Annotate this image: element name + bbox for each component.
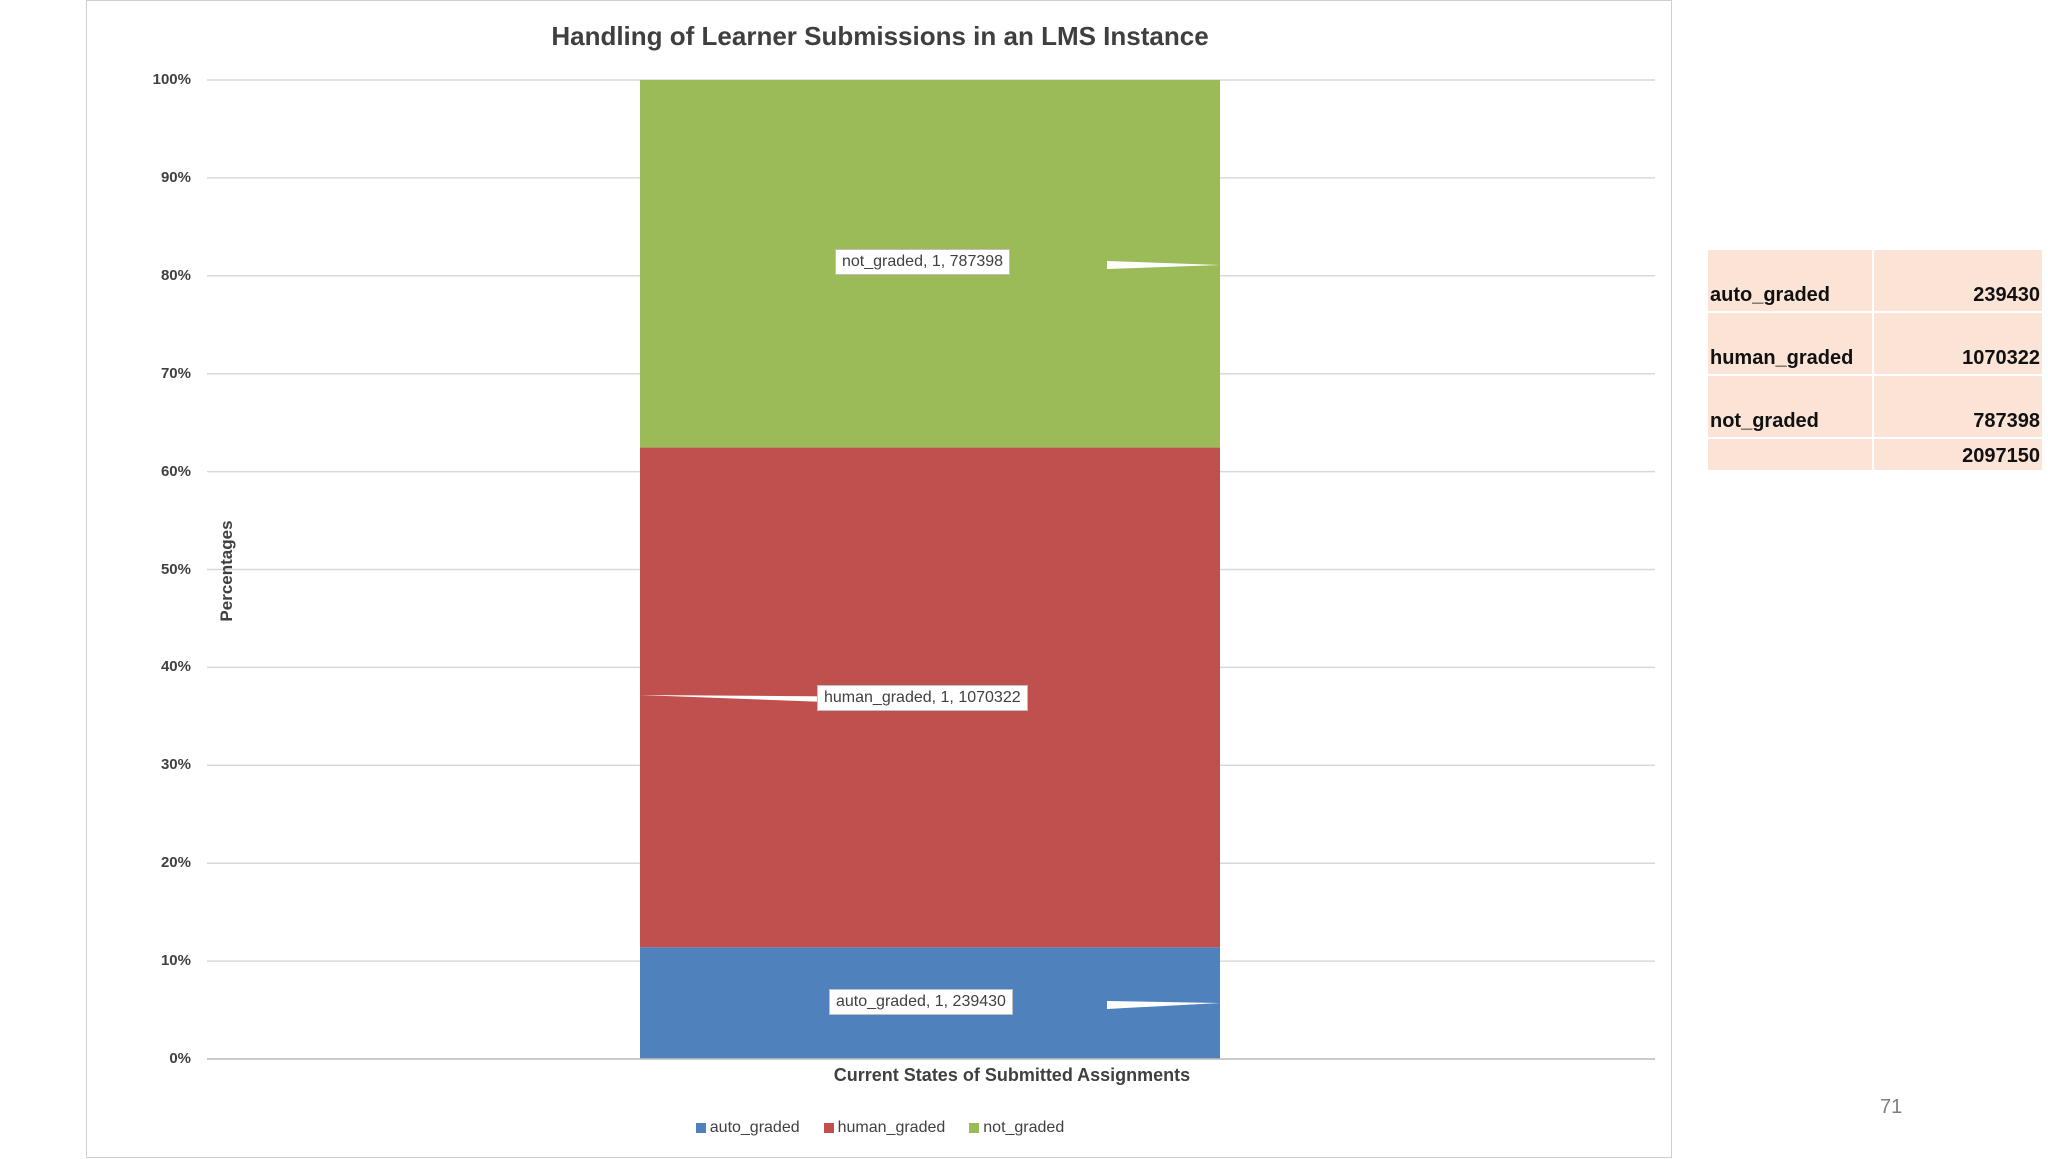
label-leader-line [1107,261,1220,269]
y-tick-label: 50% [160,560,191,578]
y-tick-label: 100% [152,71,191,88]
y-tick-label: 30% [160,756,191,774]
table-row: human_graded 1070322 [1708,313,2042,374]
y-tick-label: 10% [160,952,191,970]
legend-swatch [695,1123,706,1133]
table-row: not_graded 787398 [1708,376,2042,437]
x-axis-label: Current States of Submitted Assignments [833,1065,1191,1085]
total-value: 2097150 [1874,439,2042,470]
legend-swatch [969,1123,980,1133]
legend-item: human_graded [823,1119,946,1137]
legend-swatch [823,1123,834,1133]
chart-plot [207,79,1655,1060]
legend-label: auto_graded [709,1119,800,1136]
table-total-row: 2097150 [1708,439,2042,470]
row-name: human_graded [1708,313,1872,374]
legend-label: not_graded [983,1119,1065,1136]
y-tick-label: 80% [160,266,191,284]
label-leader-line [1107,1001,1220,1009]
y-tick-label: 0% [169,1050,191,1067]
y-axis-label: Percentages [217,520,236,622]
y-tick-label: 20% [160,854,191,872]
data-label-auto-graded: auto_graded, 1, 239430 [829,989,1013,1015]
table-row: auto_graded 239430 [1708,250,2042,311]
row-value: 787398 [1874,376,2042,437]
data-label-not-graded: not_graded, 1, 787398 [835,249,1011,275]
y-tick-label: 70% [160,364,191,382]
data-label-human-graded: human_graded, 1, 1070322 [817,685,1028,711]
legend-item: auto_graded [695,1119,800,1137]
legend-item: not_graded [969,1119,1064,1137]
y-tick-label: 90% [160,168,191,186]
summary-table: auto_graded 239430 human_graded 1070322 … [1706,248,2044,472]
y-tick-label: 40% [160,658,191,676]
row-name: not_graded [1708,376,1872,437]
total-name-cell [1708,439,1872,470]
legend-label: human_graded [837,1119,946,1136]
row-value: 239430 [1874,250,2042,311]
row-name: auto_graded [1708,250,1872,311]
legend: auto_graded human_graded not_graded [87,1119,1673,1138]
page-number: 71 [1880,1096,1903,1118]
row-value: 1070322 [1874,313,2042,374]
chart-title: Handling of Learner Submissions in an LM… [551,21,1209,51]
chart-frame: Handling of Learner Submissions in an LM… [86,0,1672,1158]
y-tick-label: 60% [160,462,191,480]
